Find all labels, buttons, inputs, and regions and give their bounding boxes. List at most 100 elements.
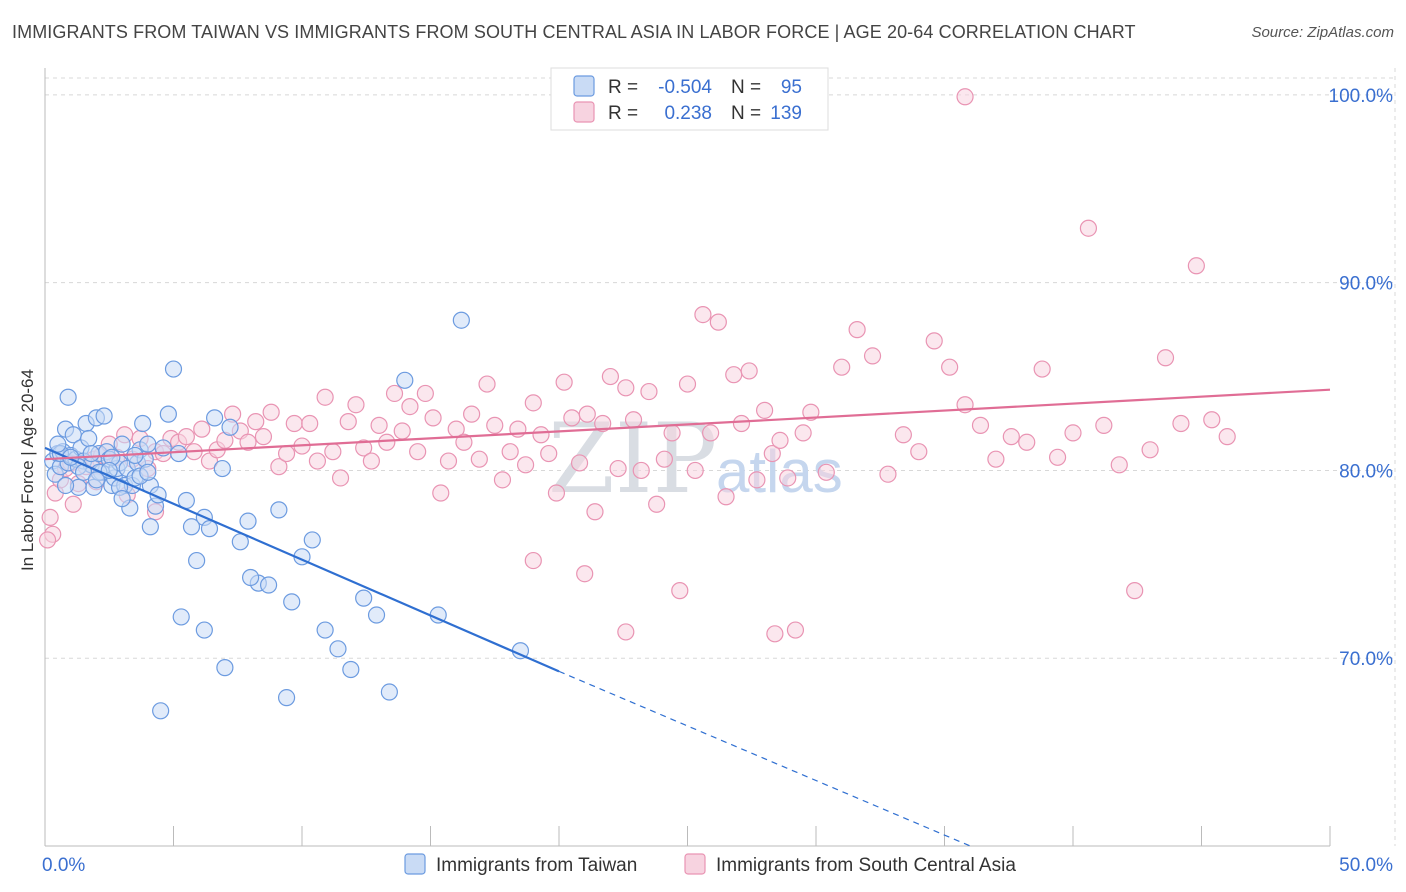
point-taiwan-27 bbox=[113, 435, 131, 453]
point-taiwan-62 bbox=[355, 589, 373, 607]
trend-lines bbox=[44, 388, 1331, 847]
point-sca-69 bbox=[563, 409, 581, 427]
point-taiwan-20 bbox=[95, 407, 113, 425]
bottom-legend-swatch-sca bbox=[684, 853, 706, 875]
point-sca-94 bbox=[755, 401, 774, 419]
point-taiwan-69 bbox=[172, 608, 190, 626]
point-sca-75 bbox=[609, 459, 627, 478]
legend-n-value-sca: 139 bbox=[770, 103, 802, 124]
legend-swatch-sca bbox=[573, 101, 595, 123]
point-taiwan-55 bbox=[270, 501, 288, 519]
point-taiwan-52 bbox=[239, 512, 257, 530]
point-sca-73 bbox=[594, 414, 612, 433]
point-sca-64 bbox=[524, 394, 542, 412]
trend-line-taiwan bbox=[44, 446, 560, 673]
tick-labels: 70.0% 80.0% 90.0% 100.0% 0.0% 50.0% bbox=[42, 86, 1393, 876]
point-sca-85 bbox=[686, 461, 704, 480]
point-sca-107 bbox=[910, 443, 928, 461]
point-sca-74 bbox=[601, 367, 620, 386]
point-sca-72 bbox=[586, 503, 604, 521]
x-tick-label-1: 50.0% bbox=[1339, 855, 1393, 876]
point-sca-39 bbox=[331, 469, 350, 487]
point-taiwan-49 bbox=[213, 459, 231, 478]
point-sca-67 bbox=[547, 484, 566, 502]
legend-r-label: R = bbox=[608, 103, 638, 124]
point-sca-59 bbox=[486, 416, 504, 434]
point-taiwan-56 bbox=[283, 593, 301, 611]
point-taiwan-38 bbox=[141, 518, 159, 536]
bottom-legend-label-taiwan: Immigrants from Taiwan bbox=[436, 855, 637, 876]
point-sca-57 bbox=[470, 450, 488, 468]
point-sca-128 bbox=[524, 551, 542, 570]
point-sca-86 bbox=[694, 305, 712, 324]
bottom-legend-swatch-taiwan bbox=[404, 853, 426, 875]
point-sca-61 bbox=[501, 443, 519, 461]
point-sca-21 bbox=[193, 420, 211, 438]
point-sca-29 bbox=[254, 428, 273, 446]
point-sca-93 bbox=[748, 471, 766, 489]
legend-r-value-taiwan: -0.504 bbox=[658, 77, 712, 98]
point-taiwan-70 bbox=[216, 659, 234, 677]
point-sca-68 bbox=[555, 373, 573, 391]
point-sca-83 bbox=[671, 582, 689, 600]
point-sca-35 bbox=[301, 414, 319, 433]
y-axis-label: In Labor Force | Age 20-64 bbox=[18, 369, 37, 571]
point-sca-102 bbox=[833, 358, 851, 376]
point-sca-104 bbox=[863, 347, 882, 365]
point-sca-43 bbox=[362, 452, 380, 470]
point-taiwan-35 bbox=[134, 414, 152, 433]
point-sca-130 bbox=[617, 623, 635, 641]
point-sca-100 bbox=[802, 403, 820, 421]
y-tick-label-1: 80.0% bbox=[1339, 461, 1393, 482]
point-sca-96 bbox=[771, 431, 789, 450]
point-sca-122 bbox=[1141, 441, 1159, 459]
point-sca-132 bbox=[956, 88, 974, 106]
point-sca-105 bbox=[879, 465, 897, 483]
point-sca-131 bbox=[766, 625, 784, 643]
point-taiwan-14 bbox=[80, 429, 98, 448]
point-sca-82 bbox=[663, 424, 681, 442]
point-taiwan-48 bbox=[206, 409, 224, 427]
legend-r-label: R = bbox=[608, 77, 638, 98]
point-sca-116 bbox=[1048, 448, 1067, 466]
point-taiwan-43 bbox=[170, 444, 188, 463]
point-sca-71 bbox=[578, 405, 596, 423]
point-taiwan-71 bbox=[277, 689, 296, 707]
point-sca-65 bbox=[532, 426, 550, 444]
point-sca-118 bbox=[1079, 219, 1098, 237]
legend-n-label: N = bbox=[731, 77, 761, 98]
trend-line-sca bbox=[44, 388, 1331, 461]
point-taiwan-89 bbox=[87, 471, 106, 489]
point-sca-90 bbox=[725, 366, 743, 384]
point-taiwan-58 bbox=[303, 531, 321, 549]
point-taiwan-42 bbox=[164, 360, 183, 378]
point-sca-40 bbox=[339, 413, 357, 431]
point-sca-37 bbox=[316, 388, 334, 406]
point-sca-138 bbox=[38, 531, 57, 549]
series-taiwan bbox=[44, 311, 530, 720]
point-sca-80 bbox=[648, 495, 666, 513]
y-tick-label-0: 70.0% bbox=[1339, 649, 1393, 670]
point-taiwan-50 bbox=[221, 418, 239, 436]
legend-r-value-sca: 0.238 bbox=[664, 103, 712, 124]
bottom-legend-label-sca: Immigrants from South Central Asia bbox=[716, 855, 1016, 876]
point-taiwan-64 bbox=[380, 683, 398, 701]
point-taiwan-94 bbox=[56, 476, 75, 495]
point-taiwan-37 bbox=[139, 435, 157, 453]
point-sca-84 bbox=[678, 375, 697, 393]
legend-n-value-taiwan: 95 bbox=[781, 77, 802, 98]
point-taiwan-47 bbox=[200, 520, 219, 538]
point-sca-42 bbox=[355, 439, 373, 457]
point-sca-28 bbox=[247, 413, 265, 431]
axes bbox=[44, 68, 1331, 847]
point-sca-46 bbox=[385, 384, 404, 403]
point-sca-121 bbox=[1126, 582, 1144, 600]
point-sca-88 bbox=[709, 313, 727, 331]
trend-line-taiwan-extension bbox=[558, 670, 971, 847]
point-taiwan-86 bbox=[49, 435, 67, 453]
point-sca-111 bbox=[971, 416, 990, 434]
point-sca-36 bbox=[308, 452, 327, 470]
point-sca-119 bbox=[1095, 416, 1113, 434]
point-taiwan-65 bbox=[396, 371, 414, 389]
